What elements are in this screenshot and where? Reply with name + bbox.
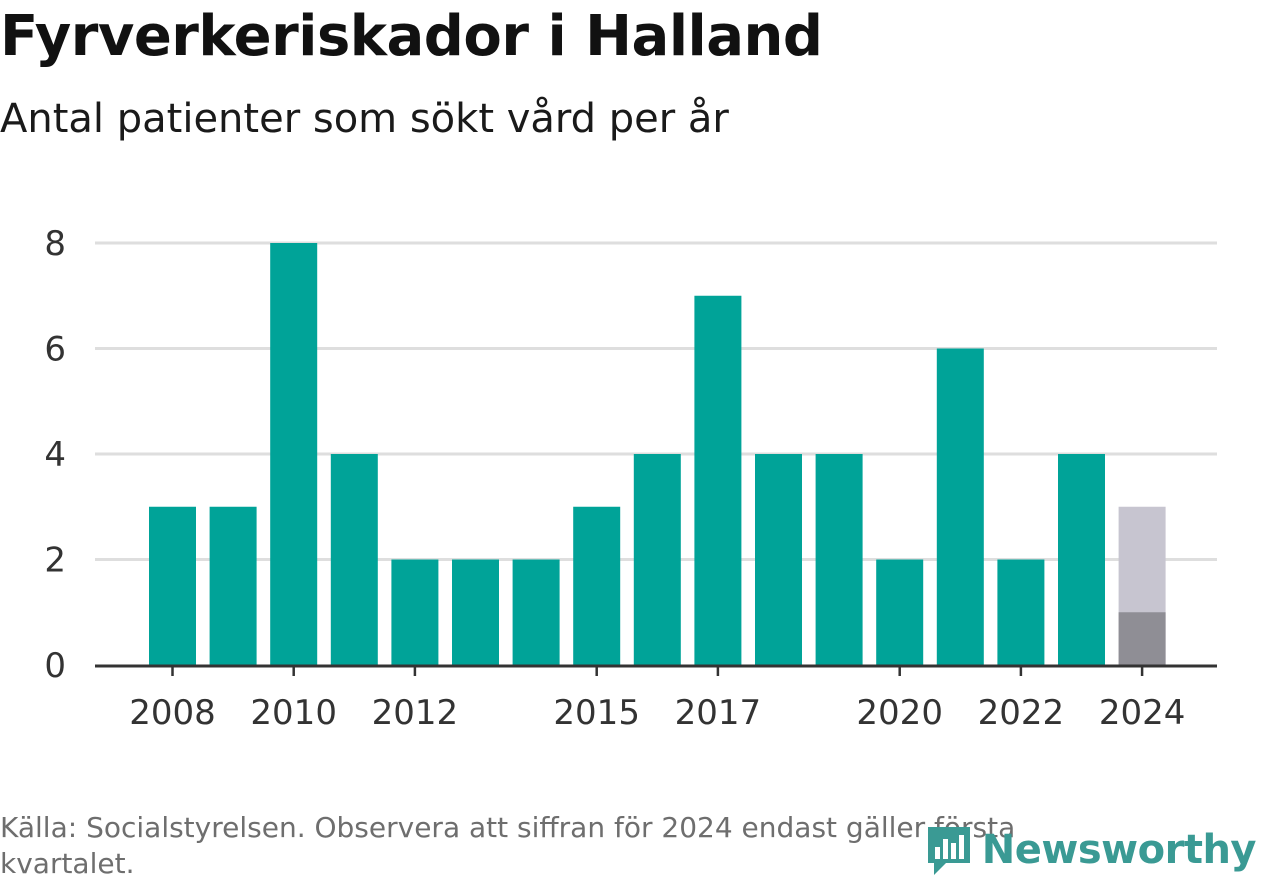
x-tick-label: 2012 <box>372 693 459 733</box>
x-tick-label: 2022 <box>978 693 1065 733</box>
newsworthy-logo: Newsworthy <box>924 822 1257 878</box>
bar-2015 <box>573 506 621 665</box>
bar-chart: 0 2 4 6 8 2008 2010 2012 2015 2017 2020 2022 2024 <box>44 224 1217 733</box>
bar-chart-speech-bubble-icon <box>927 827 970 875</box>
bar-2011 <box>330 454 378 665</box>
y-tick-label: 6 <box>44 330 66 370</box>
x-tick-label: 2015 <box>553 693 640 733</box>
bars <box>149 243 1166 665</box>
x-tick-labels: 2008 2010 2012 2015 2017 2020 2022 2024 <box>129 693 1185 733</box>
bar-2014 <box>512 559 560 665</box>
bar-2010 <box>270 243 318 665</box>
bar-2021 <box>936 348 984 665</box>
bar-2020 <box>876 559 924 665</box>
bar-2024 <box>1118 612 1166 665</box>
bar-2016 <box>633 454 681 665</box>
bar-2018 <box>755 454 802 665</box>
y-tick-label: 4 <box>44 435 66 475</box>
x-tick-label: 2010 <box>250 693 337 733</box>
x-tick-label: 2024 <box>1099 693 1186 733</box>
y-tick-label: 0 <box>44 646 66 686</box>
bar-2009 <box>209 506 257 665</box>
source-note: Källa: Socialstyrelsen. Observera att si… <box>0 811 1016 880</box>
bar-2019 <box>815 454 863 665</box>
bar-2012 <box>391 559 439 665</box>
y-tick-label: 8 <box>44 224 66 264</box>
x-axis <box>95 664 1217 676</box>
bar-2017 <box>694 295 742 665</box>
bar-2013 <box>452 559 499 665</box>
x-tick-label: 2008 <box>129 693 216 733</box>
logo-wordmark: Newsworthy <box>981 827 1257 873</box>
bar-2022 <box>997 559 1045 665</box>
bar-2023 <box>1058 454 1105 665</box>
x-tick-label: 2017 <box>675 693 762 733</box>
y-tick-labels: 0 2 4 6 8 <box>44 224 66 686</box>
chart-title: Fyrverkeriskador i Halland <box>0 4 823 69</box>
y-tick-label: 2 <box>44 541 66 581</box>
bar-2008 <box>149 506 196 665</box>
x-tick-label: 2020 <box>856 693 943 733</box>
chart-subtitle: Antal patienter som sökt vård per år <box>0 96 729 142</box>
